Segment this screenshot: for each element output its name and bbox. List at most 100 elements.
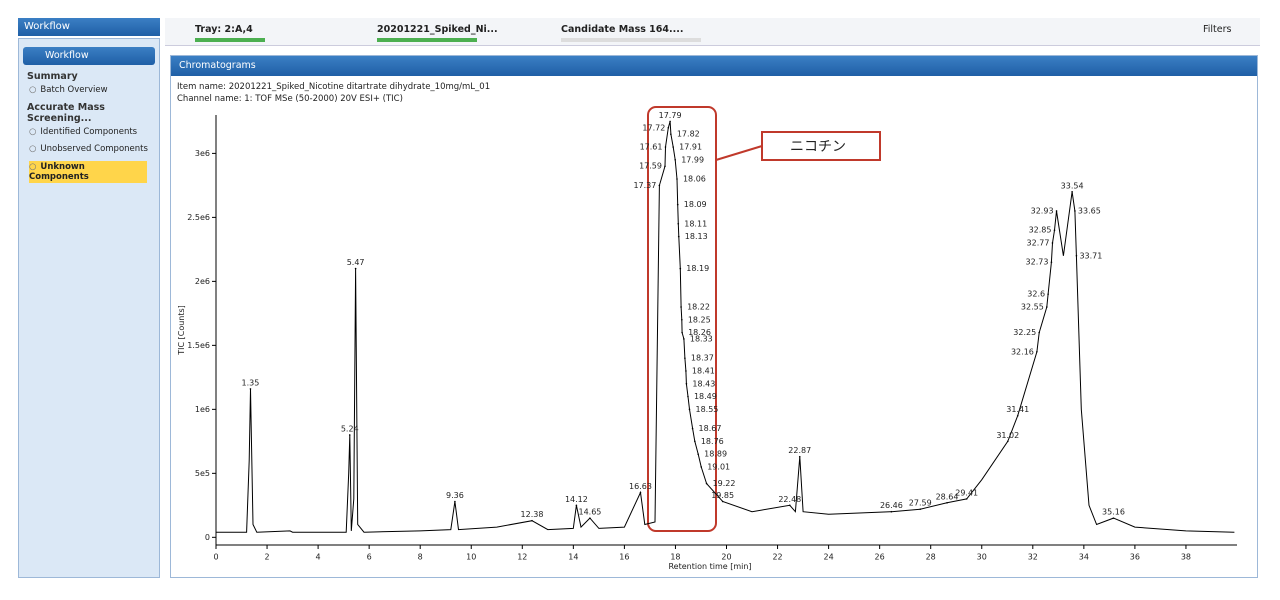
- peak-marker: [946, 501, 948, 504]
- peak-marker: [672, 146, 674, 148]
- peak-label: 12.38: [521, 510, 544, 519]
- x-tick-label: 2: [265, 553, 270, 562]
- peak-marker: [658, 184, 661, 187]
- peak-marker: [1071, 190, 1073, 193]
- peak-marker: [667, 126, 670, 129]
- peak-label: 32.73: [1026, 258, 1049, 267]
- peak-label: 17.72: [642, 123, 665, 132]
- peak-marker: [664, 165, 666, 167]
- nav-item-selected[interactable]: Unknown Components: [29, 161, 147, 183]
- peak-marker: [681, 331, 683, 334]
- x-tick-label: 4: [316, 553, 321, 562]
- peak-marker: [1036, 350, 1038, 353]
- peak-marker: [531, 519, 533, 522]
- filters[interactable]: Filters: [1203, 24, 1232, 35]
- peak-marker: [354, 267, 357, 270]
- highlight-box: [647, 106, 717, 532]
- peak-label: 18.37: [691, 354, 714, 363]
- x-tick-label: 14: [568, 553, 578, 562]
- panel-title[interactable]: Chromatograms: [179, 60, 256, 71]
- panel-header: Chromatograms: [171, 56, 1257, 76]
- peak-label: 17.37: [633, 181, 656, 190]
- peak-marker: [1016, 414, 1019, 417]
- workflow-bar[interactable]: Workflow: [18, 18, 160, 36]
- peak-label: 18.67: [699, 424, 722, 433]
- peak-marker: [639, 491, 642, 494]
- peak-marker: [1053, 229, 1056, 231]
- peak-marker: [664, 146, 667, 148]
- nav-item[interactable]: Batch Overview: [29, 85, 159, 95]
- peak-label: 18.26: [688, 328, 711, 337]
- toolbar: Tray: 2:A,4 20201221_Spiked_Ni... Candid…: [165, 18, 1260, 46]
- peak-marker: [890, 510, 893, 513]
- peak-marker: [697, 453, 699, 455]
- peak-marker: [1074, 210, 1076, 212]
- x-tick-label: 8: [418, 553, 423, 562]
- section-heading: Accurate Mass Screening...: [27, 102, 105, 124]
- peak-marker: [680, 306, 682, 308]
- y-axis-label: TIC [Counts]: [177, 305, 186, 356]
- peak-label: 32.85: [1029, 226, 1052, 235]
- peak-label: 32.6: [1027, 290, 1045, 299]
- y-tick-label: 2.5e6: [187, 213, 210, 222]
- chromatogram-trace: [216, 121, 1235, 533]
- x-tick-label: 28: [926, 553, 936, 562]
- callout-line: [715, 145, 763, 161]
- peak-marker: [670, 133, 672, 135]
- x-tick-label: 38: [1181, 553, 1191, 562]
- annotation: ニコチン: [790, 139, 846, 155]
- peak-marker: [454, 500, 456, 503]
- peak-marker: [691, 427, 694, 430]
- peak-label: 31.02: [996, 431, 1019, 440]
- peak-marker: [1112, 517, 1115, 519]
- x-tick-label: 0: [213, 553, 218, 562]
- peak-marker: [674, 158, 676, 161]
- x-tick-label: 22: [772, 553, 782, 562]
- peak-marker: [679, 267, 682, 270]
- chart-panel: Chromatograms Item name: 20201221_Spiked…: [170, 55, 1258, 578]
- peak-marker: [677, 235, 680, 238]
- workflow-title: Workflow: [24, 21, 70, 32]
- peak-marker: [694, 440, 696, 443]
- panel-header: Workflow: [23, 47, 155, 65]
- sidebar: Workflow Summary Batch Overview Accurate…: [18, 38, 160, 578]
- peak-label: 18.49: [694, 392, 717, 401]
- peak-marker: [676, 178, 678, 180]
- peak-marker: [589, 517, 591, 519]
- peak-label: 18.89: [704, 450, 727, 459]
- peak-marker: [685, 370, 687, 372]
- peak-label: 17.59: [639, 162, 662, 171]
- nav-item[interactable]: Identified Components: [29, 127, 159, 137]
- nav-item[interactable]: Unobserved Components: [29, 144, 159, 154]
- peak-label: 17.91: [679, 142, 702, 151]
- peak-label: 5.24: [341, 424, 359, 433]
- x-tick-label: 6: [367, 553, 372, 562]
- peak-label: 19.85: [711, 491, 734, 500]
- sample[interactable]: 20201221_Spiked_Ni...: [377, 24, 498, 35]
- y-tick-label: 0: [205, 533, 210, 542]
- x-tick-label: 32: [1028, 553, 1038, 562]
- peak-label: 1.35: [242, 378, 260, 387]
- x-tick-label: 20: [721, 553, 731, 562]
- progress: [377, 38, 477, 42]
- panel-title: Workflow: [45, 50, 89, 61]
- channel-name: Channel name: 1: TOF MSe (50-2000) 20V E…: [177, 94, 403, 104]
- peak-label: 18.76: [701, 437, 724, 446]
- peak-label: 19.22: [713, 479, 736, 488]
- peak-label: 9.36: [446, 491, 464, 500]
- peak-label: 18.43: [692, 379, 715, 388]
- peak-label: 14.65: [578, 508, 601, 517]
- peak-label: 18.19: [686, 264, 709, 273]
- peak-label: 22.87: [788, 446, 811, 455]
- peak-label: 32.93: [1031, 206, 1054, 215]
- peak-marker: [1050, 261, 1053, 263]
- y-tick-label: 2e6: [195, 277, 210, 286]
- peak-marker: [965, 498, 968, 500]
- tray[interactable]: Tray: 2:A,4: [195, 24, 253, 35]
- peak-label: 18.55: [695, 405, 718, 414]
- section-heading: Summary: [27, 71, 78, 82]
- peak-label: 18.25: [688, 315, 711, 324]
- candidate[interactable]: Candidate Mass 164....: [561, 24, 684, 35]
- peak-marker: [798, 455, 801, 458]
